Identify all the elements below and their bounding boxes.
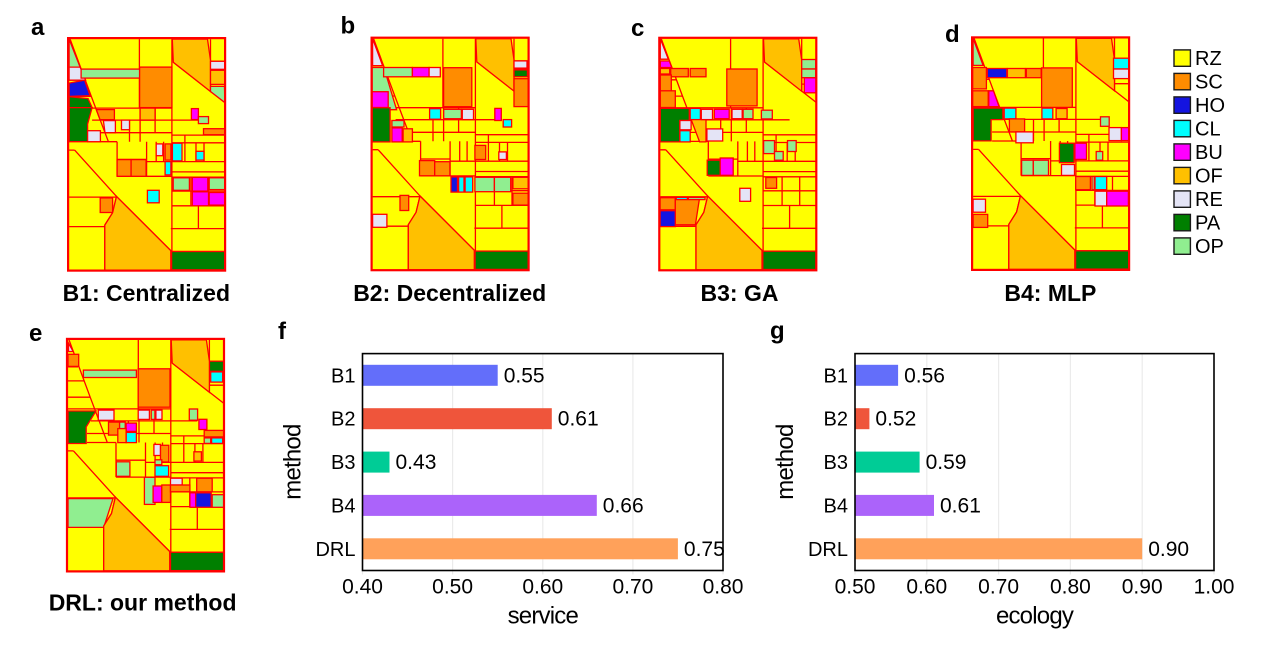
svg-text:0.60: 0.60	[522, 576, 563, 599]
svg-text:B4: B4	[331, 495, 355, 517]
svg-text:0.52: 0.52	[875, 408, 916, 431]
svg-text:B4: MLP: B4: MLP	[1004, 280, 1096, 306]
svg-text:e: e	[29, 320, 42, 347]
svg-text:OF: OF	[1195, 165, 1223, 187]
svg-text:B2: Decentralized: B2: Decentralized	[353, 280, 546, 306]
svg-text:method: method	[772, 424, 799, 499]
svg-text:a: a	[31, 14, 45, 41]
svg-text:B1: B1	[824, 365, 848, 387]
svg-text:method: method	[280, 424, 307, 499]
svg-text:0.59: 0.59	[926, 451, 967, 474]
svg-text:0.90: 0.90	[1122, 576, 1163, 599]
svg-text:0.90: 0.90	[1148, 538, 1189, 561]
svg-text:B3: B3	[331, 452, 355, 474]
svg-text:0.66: 0.66	[603, 494, 644, 517]
svg-text:BU: BU	[1195, 142, 1223, 164]
svg-text:B4: B4	[824, 495, 848, 517]
svg-text:c: c	[631, 15, 644, 42]
svg-text:0.43: 0.43	[396, 451, 437, 474]
svg-text:HO: HO	[1195, 95, 1225, 117]
svg-text:RE: RE	[1195, 189, 1223, 211]
svg-text:DRL: DRL	[808, 539, 848, 561]
svg-text:0.61: 0.61	[558, 408, 599, 431]
svg-text:B1: B1	[331, 365, 355, 387]
svg-text:B3: B3	[824, 452, 848, 474]
svg-text:0.70: 0.70	[978, 576, 1019, 599]
svg-text:0.70: 0.70	[612, 576, 653, 599]
svg-text:b: b	[341, 13, 356, 40]
svg-text:d: d	[945, 21, 960, 48]
svg-text:0.60: 0.60	[906, 576, 947, 599]
svg-text:DRL: DRL	[315, 539, 355, 561]
svg-text:service: service	[508, 603, 579, 630]
svg-text:OP: OP	[1195, 236, 1224, 258]
svg-text:ecology: ecology	[996, 603, 1074, 630]
svg-text:B3: GA: B3: GA	[701, 280, 779, 306]
svg-text:RZ: RZ	[1195, 48, 1222, 70]
svg-text:0.75: 0.75	[684, 538, 725, 561]
svg-text:0.56: 0.56	[904, 364, 945, 387]
svg-text:B2: B2	[331, 409, 355, 431]
svg-text:PA: PA	[1195, 212, 1221, 234]
svg-text:0.61: 0.61	[940, 494, 981, 517]
svg-text:0.50: 0.50	[432, 576, 473, 599]
svg-text:0.80: 0.80	[1050, 576, 1091, 599]
svg-text:B1: Centralized: B1: Centralized	[63, 280, 230, 306]
svg-text:1.00: 1.00	[1194, 576, 1235, 599]
svg-text:SC: SC	[1195, 71, 1223, 93]
svg-text:DRL: our method: DRL: our method	[49, 590, 237, 616]
svg-text:0.40: 0.40	[342, 576, 383, 599]
svg-text:CL: CL	[1195, 118, 1221, 140]
svg-text:0.55: 0.55	[504, 364, 545, 387]
svg-text:0.50: 0.50	[835, 576, 876, 599]
svg-text:f: f	[278, 318, 287, 345]
svg-text:0.80: 0.80	[703, 576, 744, 599]
svg-text:B2: B2	[824, 409, 848, 431]
svg-text:g: g	[770, 318, 785, 345]
